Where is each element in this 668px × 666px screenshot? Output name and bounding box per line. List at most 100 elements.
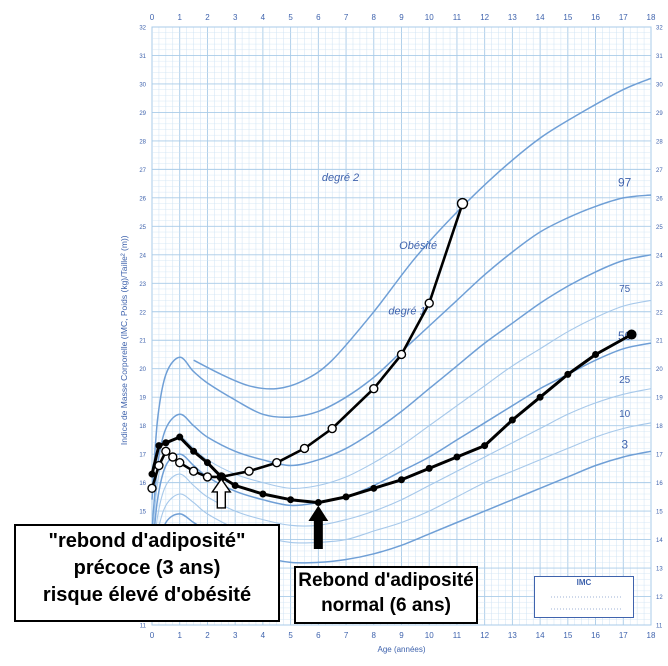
x-tick-label-top: 12 [480,13,489,22]
reference-curve [151,422,652,583]
data-point-open [161,446,171,456]
y-tick-label-left: 16 [139,481,146,487]
x-tick-label-top: 11 [453,13,462,22]
data-point-open [327,423,337,434]
early-rebound-line-3: risque élevé d'obésité [42,584,252,606]
data-point-open [456,197,469,210]
data-point-filled [592,350,600,358]
y-tick-label-right: 16 [656,481,663,487]
label-p3: 3 [621,437,628,451]
x-tick-label-top: 13 [508,13,517,22]
y-tick-label-left: 30 [139,82,146,88]
y-tick-label-left: 20 [139,367,146,373]
y-tick-label-left: 19 [139,396,146,402]
reference-curve [151,254,652,532]
y-tick-label-left: 21 [139,339,146,345]
data-point-filled [508,416,516,424]
x-tick-label-top: 17 [619,13,628,22]
y-tick-label-left: 22 [139,310,146,316]
data-point-filled [536,393,544,401]
y-tick-label-left: 24 [139,253,146,259]
data-point-open [168,452,178,462]
x-tick-label-bottom: 1 [177,631,182,640]
label-p75: 75 [619,284,631,295]
early-rebound-line-1: "rebond d'adiposité" [48,530,246,552]
y-tick-label-right: 26 [656,196,663,202]
reference-curve [151,194,652,500]
y-tick-label-right: 13 [656,567,663,573]
x-tick-label-bottom: 12 [480,631,489,640]
y-tick-label-right: 14 [656,538,663,544]
y-tick-label-left: 31 [139,54,146,60]
x-tick-label-top: 0 [150,13,155,22]
normal-rebound-arrow [308,505,329,550]
imc-box-row-2 [541,604,625,612]
data-point-open [175,457,185,468]
x-tick-label-top: 7 [344,13,349,22]
label-degre-1: degré 1 [388,306,425,318]
y-tick-label-right: 31 [656,54,663,60]
y-tick-label-left: 28 [139,139,146,145]
data-point-open [272,457,282,468]
data-point-filled [425,464,433,472]
x-tick-label-bottom: 7 [344,631,349,640]
x-tick-label-bottom: 5 [288,631,293,640]
y-tick-label-right: 23 [656,282,663,288]
imc-legend-box: IMC [534,576,634,618]
y-tick-label-left: 27 [139,168,146,174]
data-series-line [150,333,634,505]
y-tick-label-right: 24 [656,253,663,259]
x-tick-label-bottom: 17 [619,631,628,640]
x-tick-label-bottom: 15 [563,631,572,640]
label-obesite: Obésité [399,240,437,252]
label-degre-2: degré 2 [322,172,359,184]
data-point-open [424,298,434,308]
y-axis-label: Indice de Masse Corporelle (IMC, Poids (… [119,235,129,445]
x-tick-label-bottom: 0 [150,631,155,640]
x-tick-label-bottom: 13 [508,631,517,640]
y-tick-label-left: 17 [139,453,146,459]
data-point-filled [564,370,572,378]
y-tick-label-right: 18 [656,424,663,430]
x-tick-label-top: 4 [261,13,266,22]
y-tick-label-right: 19 [656,396,663,402]
data-point-open [244,466,254,476]
y-tick-label-left: 29 [139,111,146,117]
y-tick-label-left: 25 [139,225,146,231]
data-point-filled [162,439,170,447]
x-axis-label: Age (années) [377,645,425,654]
reference-curve [193,77,652,390]
data-point-filled [481,442,489,450]
x-tick-label-bottom: 8 [372,631,377,640]
label-p10: 10 [619,409,631,420]
data-point-filled [176,433,184,441]
data-point-open [188,466,199,476]
y-tick-label-right: 15 [656,510,663,516]
x-tick-label-bottom: 4 [261,631,266,640]
y-tick-label-left: 15 [139,510,146,516]
data-point-filled [231,481,239,489]
normal-rebound-callout: Rebond d'adiposité normal (6 ans) [294,566,478,624]
x-tick-label-top: 2 [205,13,210,22]
x-tick-label-bottom: 10 [425,631,434,640]
y-tick-label-left: 18 [139,424,146,430]
data-point-filled [148,470,156,478]
x-tick-label-top: 14 [536,13,545,22]
early-rebound-arrow [210,477,232,509]
x-tick-label-top: 18 [647,13,656,22]
y-tick-label-left: 11 [140,624,147,630]
data-point-open [202,472,213,482]
x-tick-label-top: 16 [591,13,600,22]
data-point-filled [626,329,637,340]
data-point-filled [287,496,295,504]
y-tick-label-right: 29 [656,111,663,117]
reference-curve [151,450,652,591]
early-rebound-line-2: précoce (3 ans) [73,557,221,579]
data-point-filled [453,453,461,461]
data-point-filled [370,484,378,492]
imc-box-title: IMC [576,578,592,587]
y-tick-label-right: 30 [656,82,663,88]
x-tick-label-bottom: 18 [647,631,656,640]
normal-rebound-line-1: Rebond d'adiposité [298,570,474,591]
